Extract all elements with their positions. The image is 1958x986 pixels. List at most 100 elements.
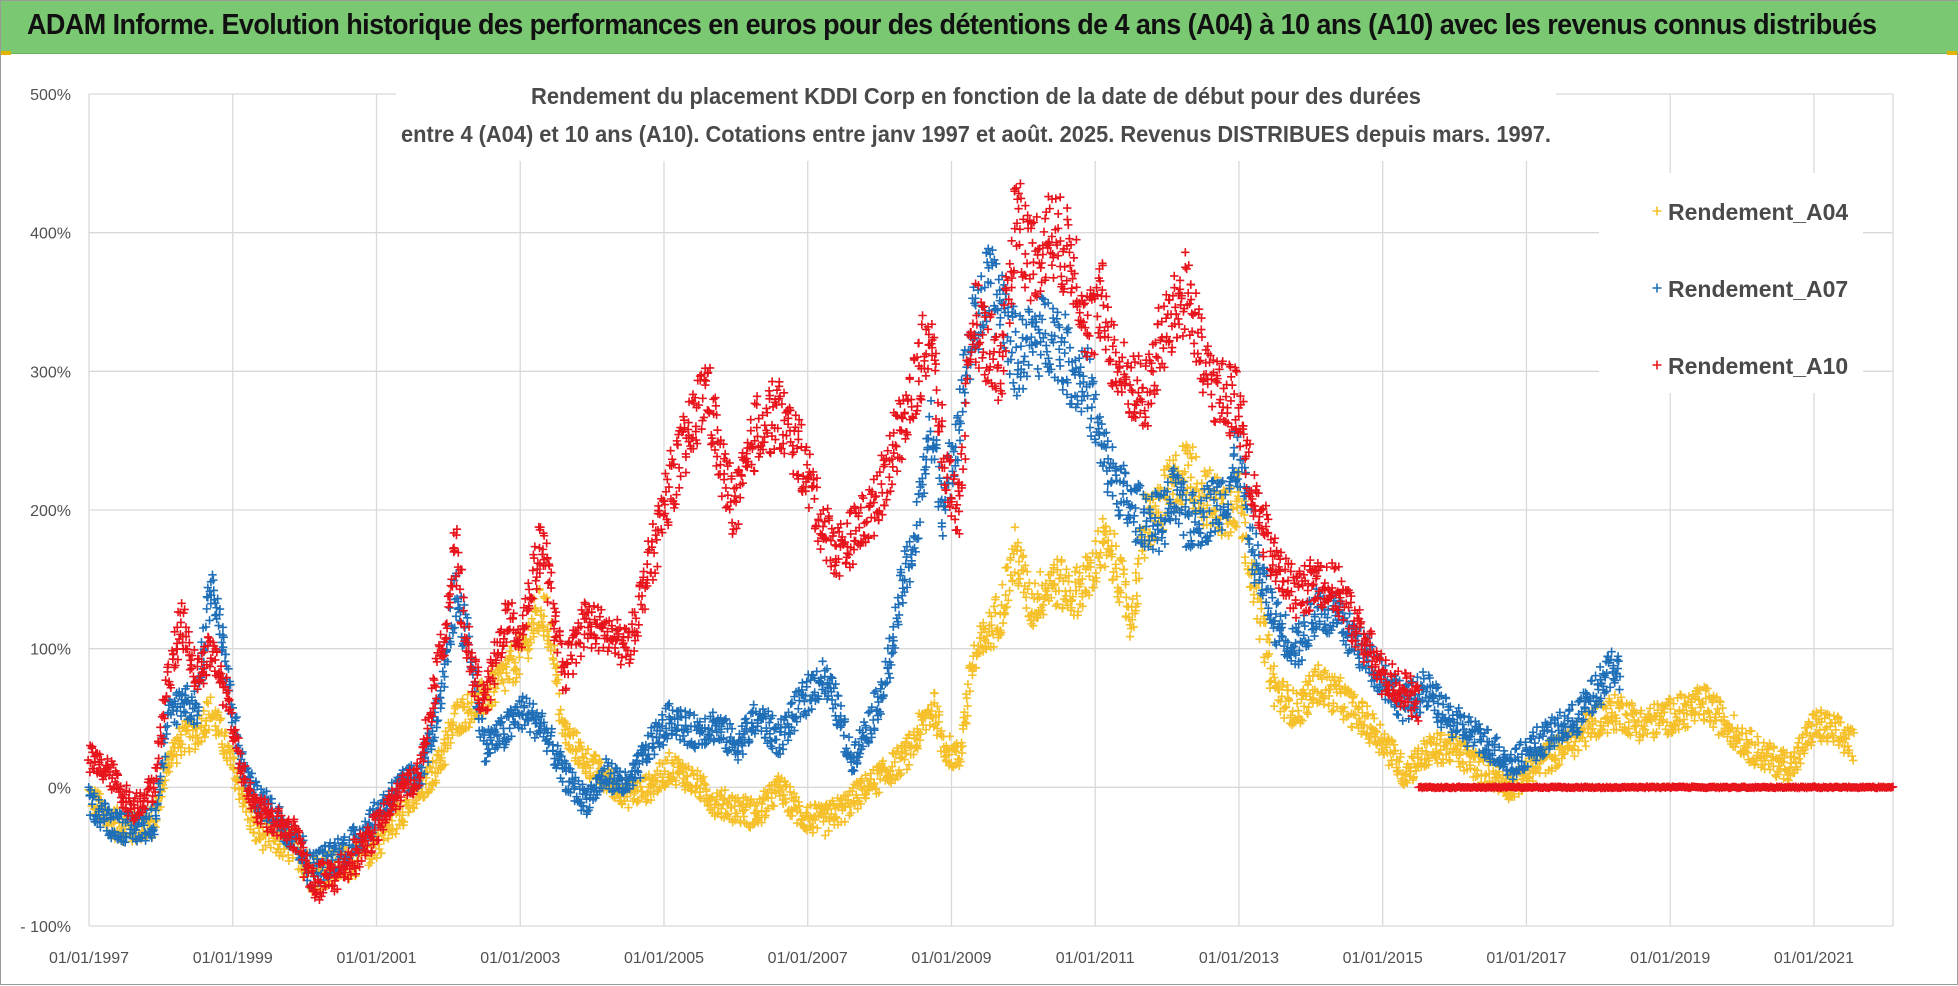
data-point [1066, 343, 1074, 351]
data-point [935, 474, 943, 482]
data-point [515, 653, 523, 661]
data-point [1035, 372, 1043, 380]
data-point [1100, 537, 1108, 545]
data-point [958, 407, 966, 415]
data-point [1086, 423, 1094, 431]
data-point [1134, 554, 1142, 562]
data-point [899, 584, 907, 592]
data-point [1281, 611, 1289, 619]
data-point [1304, 710, 1312, 718]
data-point [1134, 560, 1142, 568]
data-point [823, 665, 831, 673]
data-point [1268, 594, 1276, 602]
data-point [1126, 632, 1134, 640]
data-point [482, 757, 490, 765]
data-point [987, 612, 995, 620]
data-point [1003, 563, 1011, 571]
data-point [1061, 349, 1069, 357]
data-point [1794, 739, 1802, 747]
data-point [1112, 542, 1120, 550]
data-point [436, 704, 444, 712]
data-point [813, 824, 821, 832]
data-point [436, 687, 444, 695]
data-point [1705, 708, 1713, 716]
data-point [1265, 631, 1273, 639]
data-point [526, 728, 534, 736]
data-point [1646, 704, 1654, 712]
data-point [1108, 443, 1116, 451]
data-point [217, 638, 225, 646]
data-point [1023, 568, 1031, 576]
data-point [524, 654, 532, 662]
data-point [1272, 600, 1280, 608]
data-point [953, 412, 961, 420]
data-point [840, 731, 848, 739]
data-point [1033, 339, 1041, 347]
data-point [1041, 329, 1049, 337]
data-point [1321, 666, 1329, 674]
data-point [665, 749, 673, 757]
data-point [1059, 386, 1067, 394]
data-point [1016, 575, 1024, 583]
data-point [787, 700, 795, 708]
data-point [1120, 565, 1128, 573]
data-point [885, 669, 893, 677]
data-point [996, 314, 1004, 322]
data-point [772, 735, 780, 743]
data-point [1113, 500, 1121, 508]
data-point [1582, 742, 1590, 750]
data-point [531, 734, 539, 742]
data-point [1119, 490, 1127, 498]
data-point [1623, 711, 1631, 719]
data-point [163, 722, 171, 730]
data-point [1031, 579, 1039, 587]
data-point [224, 742, 232, 750]
data-point [1130, 512, 1138, 520]
data-point [1071, 568, 1079, 576]
data-point [1446, 757, 1454, 765]
data-point [1159, 527, 1167, 535]
data-point [1078, 387, 1086, 395]
data-point [1115, 598, 1123, 606]
data-point [984, 244, 992, 252]
data-point [924, 434, 932, 442]
data-point [1092, 390, 1100, 398]
data-point [1067, 597, 1075, 605]
data-point [1101, 562, 1109, 570]
data-point [1114, 506, 1122, 514]
data-point [845, 733, 853, 741]
data-point [1188, 541, 1196, 549]
data-point [506, 724, 514, 732]
data-point [1099, 515, 1107, 523]
data-point [1270, 702, 1278, 710]
data-point [1187, 473, 1195, 481]
data-point [275, 803, 283, 811]
data-point [1056, 362, 1064, 370]
data-point [1116, 511, 1124, 519]
data-point [899, 599, 907, 607]
data-point [501, 687, 509, 695]
data-point [439, 667, 447, 675]
data-point [1166, 516, 1174, 524]
data-point [1055, 345, 1063, 353]
data-point [1091, 537, 1099, 545]
data-point [1122, 593, 1130, 601]
data-point [1254, 541, 1262, 549]
data-point [834, 692, 842, 700]
data-point [1064, 324, 1072, 332]
data-point [203, 698, 211, 706]
data-point [1076, 363, 1084, 371]
data-point [990, 602, 998, 610]
data-point [1753, 732, 1761, 740]
data-point [992, 260, 1000, 268]
data-point [1849, 756, 1857, 764]
data-point [208, 571, 216, 579]
data-point [818, 657, 826, 665]
data-point [1020, 352, 1028, 360]
data-point [1277, 632, 1285, 640]
data-point [1019, 385, 1027, 393]
data-point [991, 608, 999, 616]
data-point [970, 299, 978, 307]
data-point [1005, 586, 1013, 594]
